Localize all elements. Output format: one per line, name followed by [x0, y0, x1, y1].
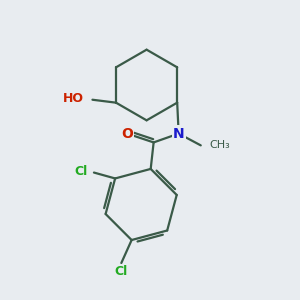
Text: Cl: Cl — [115, 265, 128, 278]
Text: HO: HO — [63, 92, 84, 105]
Text: O: O — [121, 127, 133, 141]
Text: CH₃: CH₃ — [210, 140, 230, 150]
Text: N: N — [173, 127, 184, 141]
Text: Cl: Cl — [74, 165, 88, 178]
